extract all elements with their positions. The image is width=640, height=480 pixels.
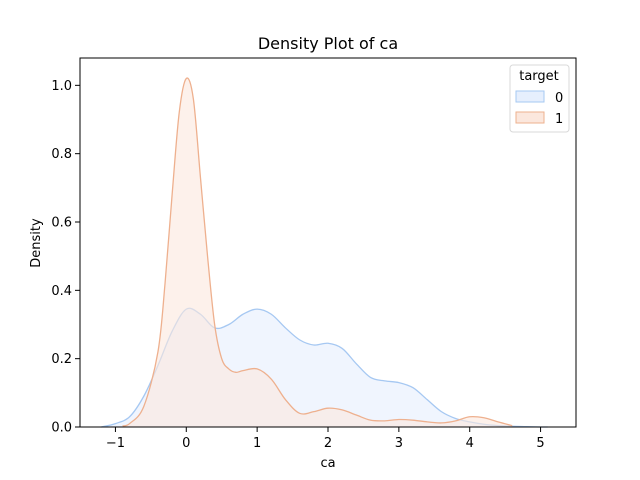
- x-tick-label: 2: [324, 436, 332, 451]
- y-tick-label: 0.0: [51, 421, 72, 436]
- y-tick-label: 0.4: [51, 284, 72, 299]
- chart-title: Density Plot of ca: [258, 34, 398, 53]
- x-tick-label: 4: [466, 436, 474, 451]
- x-tick-label: −1: [106, 436, 125, 451]
- series-layer: [101, 77, 548, 428]
- legend-label-0: 0: [555, 91, 563, 106]
- y-axis-label: Density: [29, 218, 44, 268]
- legend-swatch-1: [515, 111, 545, 124]
- x-axis-label: ca: [320, 456, 335, 471]
- legend-swatch-0: [515, 90, 545, 103]
- y-tick-label: 1.0: [51, 79, 72, 94]
- y-tick-label: 0.2: [51, 352, 72, 367]
- x-tick-label: 3: [395, 436, 403, 451]
- legend-label-1: 1: [555, 112, 563, 127]
- legend-title: target: [519, 69, 559, 84]
- x-tick-label: 1: [253, 436, 261, 451]
- x-tick-label: 5: [536, 436, 544, 451]
- y-axis: 0.0 0.2 0.4 0.6 0.8 1.0: [51, 79, 80, 436]
- series-1-line: [122, 77, 513, 427]
- x-tick-label: 0: [182, 436, 190, 451]
- x-axis: −1 0 1 2 3 4 5: [106, 427, 545, 451]
- y-tick-label: 0.8: [51, 147, 72, 162]
- series-1-area: [122, 78, 513, 428]
- legend: target 0 1: [509, 64, 570, 133]
- y-tick-label: 0.6: [51, 216, 72, 231]
